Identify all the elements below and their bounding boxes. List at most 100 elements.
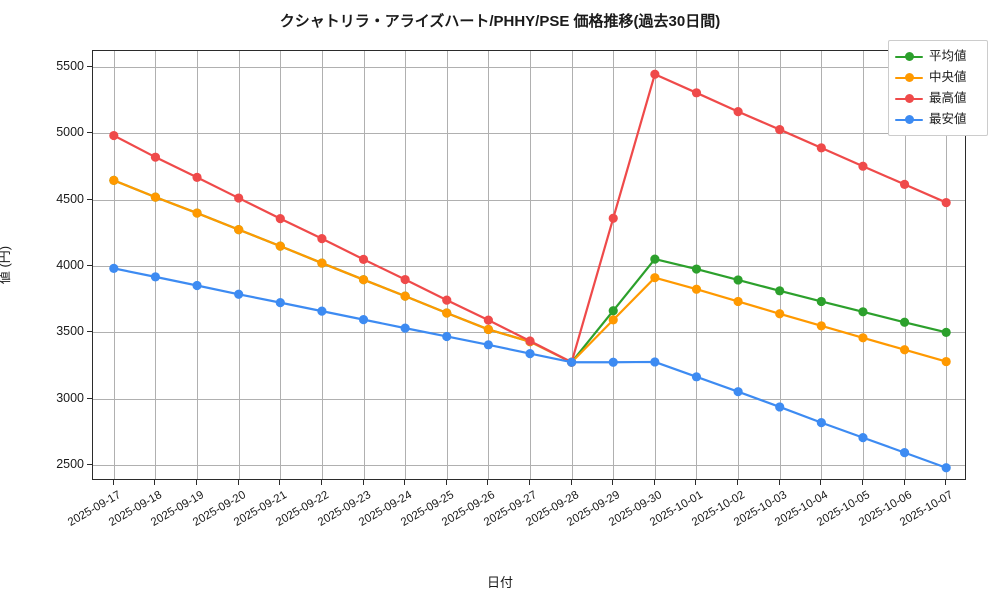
data-point[interactable] — [358, 254, 369, 264]
gridline-vertical — [405, 51, 407, 479]
data-point[interactable] — [109, 175, 119, 185]
data-point[interactable] — [317, 258, 327, 268]
data-point[interactable] — [858, 433, 868, 443]
legend-item[interactable]: 中央値 — [895, 67, 981, 88]
y-axis-tick-label: 2500 — [56, 457, 84, 472]
data-point[interactable] — [858, 161, 868, 171]
data-point[interactable] — [899, 345, 910, 355]
data-point[interactable] — [442, 308, 452, 318]
data-point[interactable] — [608, 357, 618, 367]
data-point[interactable] — [150, 192, 161, 202]
x-axis-tick-mark — [695, 480, 697, 485]
data-point[interactable] — [816, 418, 826, 428]
data-point[interactable] — [816, 143, 826, 153]
legend-item[interactable]: 最安値 — [895, 109, 981, 130]
data-point[interactable] — [733, 296, 743, 307]
data-point[interactable] — [941, 356, 951, 367]
data-point[interactable] — [608, 315, 618, 325]
gridline-horizontal — [93, 266, 965, 267]
data-point[interactable] — [858, 307, 868, 317]
legend-label-lowest: 最安値 — [929, 112, 967, 127]
data-point[interactable] — [400, 274, 410, 285]
plot-area — [92, 50, 966, 480]
x-axis-tick-mark — [404, 480, 406, 485]
y-axis-tick-label: 4500 — [56, 191, 84, 206]
data-point[interactable] — [358, 315, 369, 325]
data-point[interactable] — [775, 286, 785, 296]
data-point[interactable] — [275, 298, 285, 308]
data-point[interactable] — [691, 264, 702, 274]
data-point[interactable] — [941, 197, 951, 208]
data-point[interactable] — [899, 179, 910, 189]
y-axis-tick-mark — [87, 464, 92, 466]
data-point[interactable] — [733, 275, 743, 285]
data-point[interactable] — [691, 372, 702, 382]
data-point[interactable] — [899, 317, 910, 327]
data-point[interactable] — [733, 107, 743, 117]
data-point[interactable] — [192, 280, 202, 291]
data-point[interactable] — [442, 331, 452, 342]
data-point[interactable] — [483, 315, 493, 325]
data-point[interactable] — [816, 321, 826, 331]
x-axis-tick-mark — [154, 480, 156, 485]
data-point[interactable] — [400, 291, 410, 301]
data-point[interactable] — [858, 333, 868, 343]
data-point[interactable] — [691, 284, 702, 294]
x-axis-tick-mark — [487, 480, 489, 485]
data-point[interactable] — [192, 208, 202, 218]
data-point[interactable] — [234, 289, 244, 299]
data-point[interactable] — [150, 272, 161, 282]
x-axis-label: 日付 — [486, 575, 513, 590]
data-point[interactable] — [691, 88, 702, 98]
data-point[interactable] — [650, 357, 660, 367]
data-point[interactable] — [483, 324, 493, 335]
data-point[interactable] — [275, 214, 285, 224]
x-axis-tick-mark — [820, 480, 822, 485]
legend-label-median: 中央値 — [929, 70, 967, 85]
gridline-horizontal — [93, 199, 965, 201]
x-axis-tick-mark — [279, 480, 281, 485]
data-point[interactable] — [608, 306, 618, 316]
data-point[interactable] — [525, 336, 535, 346]
data-point[interactable] — [358, 275, 369, 285]
data-point[interactable] — [941, 463, 951, 473]
data-point[interactable] — [192, 172, 202, 182]
data-point[interactable] — [816, 296, 826, 307]
data-point[interactable] — [899, 448, 910, 458]
data-point[interactable] — [525, 348, 535, 359]
data-point[interactable] — [234, 225, 244, 235]
data-point[interactable] — [234, 193, 244, 203]
data-point[interactable] — [109, 263, 119, 273]
x-axis-tick-mark — [362, 480, 364, 485]
legend-item[interactable]: 平均値 — [895, 46, 981, 67]
data-point[interactable] — [317, 306, 327, 316]
data-point[interactable] — [941, 327, 951, 337]
y-axis-tick-mark — [87, 331, 92, 333]
data-point[interactable] — [109, 130, 119, 141]
data-point[interactable] — [775, 402, 785, 412]
data-point[interactable] — [400, 323, 410, 333]
gridline-horizontal — [93, 398, 965, 400]
series-line-最高値 — [112, 73, 948, 364]
data-point[interactable] — [650, 69, 660, 79]
data-point[interactable] — [275, 241, 285, 251]
gridline-vertical — [821, 51, 823, 479]
data-point[interactable] — [317, 234, 327, 244]
data-point[interactable] — [483, 340, 493, 350]
data-point[interactable] — [650, 273, 660, 283]
data-point[interactable] — [442, 295, 452, 305]
data-point[interactable] — [775, 309, 785, 319]
y-axis-tick-label: 5500 — [56, 58, 84, 73]
gridline-vertical — [862, 51, 864, 479]
data-point[interactable] — [608, 213, 618, 223]
data-point[interactable] — [733, 387, 743, 397]
data-point[interactable] — [150, 152, 161, 162]
y-axis-tick-mark — [87, 265, 92, 266]
data-point[interactable] — [567, 357, 577, 367]
y-axis-tick-mark — [87, 397, 92, 399]
data-point[interactable] — [775, 124, 785, 135]
legend-item[interactable]: 最高値 — [895, 88, 981, 109]
data-point[interactable] — [650, 254, 660, 264]
